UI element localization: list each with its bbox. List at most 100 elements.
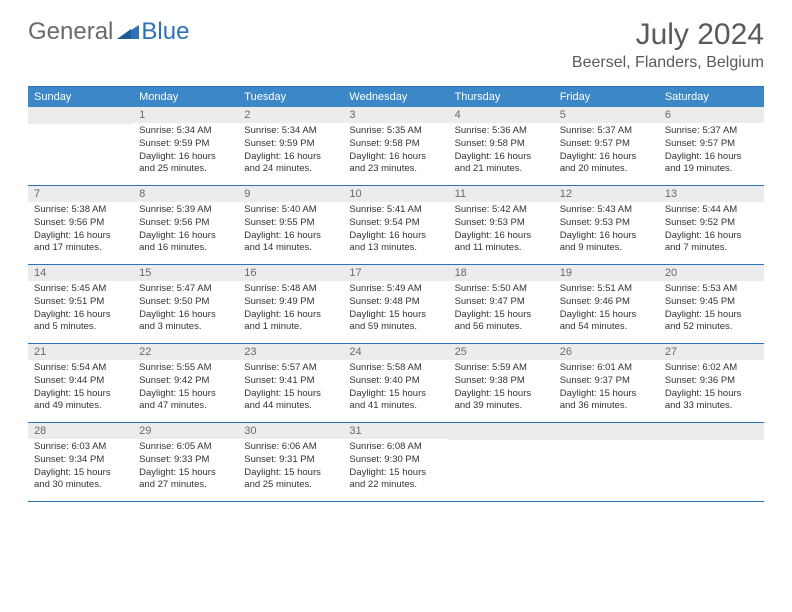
day-cell (554, 423, 659, 501)
day-number: 19 (554, 265, 659, 281)
day-body: Sunrise: 5:34 AMSunset: 9:59 PMDaylight:… (133, 123, 238, 180)
sunrise-text: Sunrise: 5:37 AM (665, 125, 758, 138)
daylight-text: Daylight: 16 hours and 5 minutes. (34, 309, 127, 335)
day-number: 13 (659, 186, 764, 202)
daylight-text: Daylight: 16 hours and 3 minutes. (139, 309, 232, 335)
daylight-text: Daylight: 16 hours and 17 minutes. (34, 230, 127, 256)
day-number: 7 (28, 186, 133, 202)
sunset-text: Sunset: 9:57 PM (560, 138, 653, 151)
day-number (659, 423, 764, 440)
day-number: 17 (343, 265, 448, 281)
sunset-text: Sunset: 9:49 PM (244, 296, 337, 309)
sunrise-text: Sunrise: 6:01 AM (560, 362, 653, 375)
day-number: 5 (554, 107, 659, 123)
day-body: Sunrise: 6:05 AMSunset: 9:33 PMDaylight:… (133, 439, 238, 496)
day-number: 3 (343, 107, 448, 123)
daylight-text: Daylight: 15 hours and 44 minutes. (244, 388, 337, 414)
day-cell: 31Sunrise: 6:08 AMSunset: 9:30 PMDayligh… (343, 423, 448, 501)
daylight-text: Daylight: 15 hours and 36 minutes. (560, 388, 653, 414)
day-number (554, 423, 659, 440)
day-cell: 24Sunrise: 5:58 AMSunset: 9:40 PMDayligh… (343, 344, 448, 422)
sunset-text: Sunset: 9:50 PM (139, 296, 232, 309)
sunset-text: Sunset: 9:53 PM (455, 217, 548, 230)
sunrise-text: Sunrise: 5:45 AM (34, 283, 127, 296)
day-body: Sunrise: 5:55 AMSunset: 9:42 PMDaylight:… (133, 360, 238, 417)
day-number: 31 (343, 423, 448, 439)
day-cell: 27Sunrise: 6:02 AMSunset: 9:36 PMDayligh… (659, 344, 764, 422)
day-body: Sunrise: 6:02 AMSunset: 9:36 PMDaylight:… (659, 360, 764, 417)
sunrise-text: Sunrise: 6:02 AM (665, 362, 758, 375)
day-number: 2 (238, 107, 343, 123)
day-cell: 29Sunrise: 6:05 AMSunset: 9:33 PMDayligh… (133, 423, 238, 501)
sunset-text: Sunset: 9:56 PM (34, 217, 127, 230)
daylight-text: Daylight: 15 hours and 41 minutes. (349, 388, 442, 414)
day-body: Sunrise: 5:40 AMSunset: 9:55 PMDaylight:… (238, 202, 343, 259)
sunset-text: Sunset: 9:54 PM (349, 217, 442, 230)
day-number: 18 (449, 265, 554, 281)
sunset-text: Sunset: 9:36 PM (665, 375, 758, 388)
day-body: Sunrise: 6:06 AMSunset: 9:31 PMDaylight:… (238, 439, 343, 496)
week-row: 1Sunrise: 5:34 AMSunset: 9:59 PMDaylight… (28, 107, 764, 186)
daylight-text: Daylight: 16 hours and 19 minutes. (665, 151, 758, 177)
logo-text-general: General (28, 18, 113, 46)
day-body: Sunrise: 5:43 AMSunset: 9:53 PMDaylight:… (554, 202, 659, 259)
day-cell: 25Sunrise: 5:59 AMSunset: 9:38 PMDayligh… (449, 344, 554, 422)
weeks-container: 1Sunrise: 5:34 AMSunset: 9:59 PMDaylight… (28, 107, 764, 502)
day-number: 21 (28, 344, 133, 360)
daylight-text: Daylight: 16 hours and 21 minutes. (455, 151, 548, 177)
sunrise-text: Sunrise: 5:43 AM (560, 204, 653, 217)
day-number: 23 (238, 344, 343, 360)
sunset-text: Sunset: 9:41 PM (244, 375, 337, 388)
week-row: 7Sunrise: 5:38 AMSunset: 9:56 PMDaylight… (28, 186, 764, 265)
day-body: Sunrise: 5:57 AMSunset: 9:41 PMDaylight:… (238, 360, 343, 417)
day-number: 24 (343, 344, 448, 360)
sunset-text: Sunset: 9:40 PM (349, 375, 442, 388)
sunset-text: Sunset: 9:42 PM (139, 375, 232, 388)
sunrise-text: Sunrise: 5:41 AM (349, 204, 442, 217)
sunrise-text: Sunrise: 5:40 AM (244, 204, 337, 217)
day-cell: 13Sunrise: 5:44 AMSunset: 9:52 PMDayligh… (659, 186, 764, 264)
day-number: 9 (238, 186, 343, 202)
dow-cell: Thursday (449, 87, 554, 107)
sunset-text: Sunset: 9:37 PM (560, 375, 653, 388)
daylight-text: Daylight: 16 hours and 20 minutes. (560, 151, 653, 177)
sunset-text: Sunset: 9:53 PM (560, 217, 653, 230)
day-body: Sunrise: 5:34 AMSunset: 9:59 PMDaylight:… (238, 123, 343, 180)
daylight-text: Daylight: 16 hours and 1 minute. (244, 309, 337, 335)
day-body: Sunrise: 5:58 AMSunset: 9:40 PMDaylight:… (343, 360, 448, 417)
sunset-text: Sunset: 9:57 PM (665, 138, 758, 151)
sunset-text: Sunset: 9:59 PM (139, 138, 232, 151)
day-cell: 14Sunrise: 5:45 AMSunset: 9:51 PMDayligh… (28, 265, 133, 343)
daylight-text: Daylight: 15 hours and 27 minutes. (139, 467, 232, 493)
sunrise-text: Sunrise: 5:57 AM (244, 362, 337, 375)
logo-text-blue: Blue (141, 18, 189, 46)
day-body: Sunrise: 5:39 AMSunset: 9:56 PMDaylight:… (133, 202, 238, 259)
day-cell: 17Sunrise: 5:49 AMSunset: 9:48 PMDayligh… (343, 265, 448, 343)
day-number: 20 (659, 265, 764, 281)
day-cell: 3Sunrise: 5:35 AMSunset: 9:58 PMDaylight… (343, 107, 448, 185)
day-number: 8 (133, 186, 238, 202)
day-number: 28 (28, 423, 133, 439)
day-number: 29 (133, 423, 238, 439)
daylight-text: Daylight: 16 hours and 7 minutes. (665, 230, 758, 256)
logo: General Blue (28, 18, 189, 46)
day-body: Sunrise: 5:42 AMSunset: 9:53 PMDaylight:… (449, 202, 554, 259)
daylight-text: Daylight: 15 hours and 25 minutes. (244, 467, 337, 493)
sunrise-text: Sunrise: 5:54 AM (34, 362, 127, 375)
day-cell: 21Sunrise: 5:54 AMSunset: 9:44 PMDayligh… (28, 344, 133, 422)
sunset-text: Sunset: 9:34 PM (34, 454, 127, 467)
sunrise-text: Sunrise: 5:39 AM (139, 204, 232, 217)
day-body: Sunrise: 5:48 AMSunset: 9:49 PMDaylight:… (238, 281, 343, 338)
daylight-text: Daylight: 15 hours and 47 minutes. (139, 388, 232, 414)
daylight-text: Daylight: 16 hours and 16 minutes. (139, 230, 232, 256)
day-cell: 7Sunrise: 5:38 AMSunset: 9:56 PMDaylight… (28, 186, 133, 264)
week-row: 28Sunrise: 6:03 AMSunset: 9:34 PMDayligh… (28, 423, 764, 502)
day-cell: 26Sunrise: 6:01 AMSunset: 9:37 PMDayligh… (554, 344, 659, 422)
day-cell: 2Sunrise: 5:34 AMSunset: 9:59 PMDaylight… (238, 107, 343, 185)
day-cell (659, 423, 764, 501)
day-cell: 10Sunrise: 5:41 AMSunset: 9:54 PMDayligh… (343, 186, 448, 264)
sunset-text: Sunset: 9:45 PM (665, 296, 758, 309)
day-cell: 11Sunrise: 5:42 AMSunset: 9:53 PMDayligh… (449, 186, 554, 264)
sunset-text: Sunset: 9:51 PM (34, 296, 127, 309)
day-cell (449, 423, 554, 501)
